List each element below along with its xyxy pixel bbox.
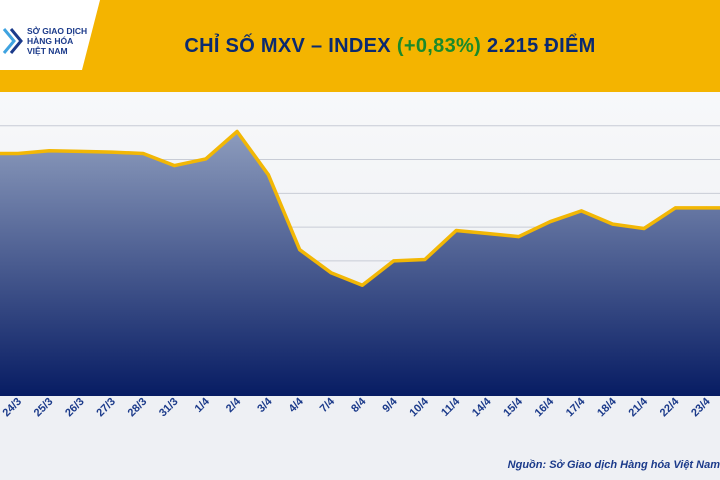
data-point xyxy=(16,151,20,155)
data-point xyxy=(79,149,83,153)
change-percent: (+0,83%) xyxy=(396,34,482,57)
data-point xyxy=(110,150,114,154)
data-point xyxy=(454,228,458,232)
logo-line-3: VIỆT NAM xyxy=(27,46,68,56)
data-point xyxy=(392,259,396,263)
data-point xyxy=(611,222,615,226)
data-point xyxy=(235,130,239,134)
x-tick-label: 18/4 xyxy=(595,395,619,419)
data-point xyxy=(47,149,51,153)
x-tick-label: 11/4 xyxy=(439,395,463,419)
x-tick-label: 16/4 xyxy=(533,395,557,419)
x-tick-label: 2/4 xyxy=(224,395,244,415)
x-tick-label: 22/4 xyxy=(658,395,682,419)
logo: SỞ GIAO DỊCH HÀNG HÓA VIỆT NAM xyxy=(0,0,100,70)
x-tick-label: 9/4 xyxy=(380,395,400,415)
data-point xyxy=(173,164,176,168)
data-point xyxy=(298,248,302,252)
x-tick-label: 14/4 xyxy=(470,395,494,419)
x-tick-label: 25/3 xyxy=(32,396,56,420)
x-tick-label: 7/4 xyxy=(318,395,338,415)
x-tick-label: 1/4 xyxy=(193,395,213,415)
chart-title-text: CHỈ SỐ MXV – INDEX xyxy=(184,34,391,57)
x-tick-label: 3/4 xyxy=(255,395,275,415)
data-point xyxy=(204,157,208,161)
index-value: 2.215 ĐIỂM xyxy=(487,34,596,57)
data-point xyxy=(360,283,364,287)
area-fill xyxy=(0,131,720,396)
x-tick-label: 27/3 xyxy=(94,396,118,420)
data-point xyxy=(266,173,270,177)
x-tick-label: 24/3 xyxy=(0,396,24,420)
data-point xyxy=(486,232,489,236)
x-tick-label: 15/4 xyxy=(501,395,525,419)
title-banner: CHỈ SỐ MXV – INDEX (+0,83%) 2.215 ĐIỂM xyxy=(0,0,720,92)
x-tick-label: 21/4 xyxy=(626,395,650,419)
x-tick-label: 28/3 xyxy=(126,396,150,420)
x-tick-label: 8/4 xyxy=(349,395,369,415)
logo-line-2: HÀNG HÓA xyxy=(27,36,74,46)
x-tick-label: 10/4 xyxy=(407,395,431,419)
data-point xyxy=(517,235,521,239)
source-note: Nguồn: Sở Giao dịch Hàng hóa Việt Nam xyxy=(507,459,720,471)
data-point xyxy=(329,271,333,275)
x-tick-label: 23/4 xyxy=(689,395,713,419)
x-tick-label: 26/3 xyxy=(63,396,87,420)
logo-line-1: SỞ GIAO DỊCH xyxy=(27,26,88,36)
data-point xyxy=(705,206,709,210)
logo-text: SỞ GIAO DỊCH HÀNG HÓA VIỆT NAM xyxy=(27,26,87,56)
data-point xyxy=(423,258,427,262)
data-point xyxy=(642,226,646,230)
data-point xyxy=(673,206,677,210)
data-point xyxy=(579,209,583,213)
data-point xyxy=(548,220,552,224)
logo-chevron-icon xyxy=(2,28,23,54)
x-tick-label: 4/4 xyxy=(287,395,307,415)
chart-title: CHỈ SỐ MXV – INDEX (+0,83%) 2.215 ĐIỂM xyxy=(0,0,720,92)
x-tick-label: 31/3 xyxy=(157,396,181,420)
data-point xyxy=(141,151,145,155)
x-tick-labels: 24/3 25/3 26/3 27/3 28/3 31/3 1/4 2/4 3/4 4/4 7/4 8… xyxy=(0,395,713,419)
chart-svg: 24/3 25/3 26/3 27/3 28/3 31/3 1/4 2/4 3/4 4/4 7/4 8… xyxy=(0,125,720,419)
x-tick-label: 17/4 xyxy=(564,395,588,419)
